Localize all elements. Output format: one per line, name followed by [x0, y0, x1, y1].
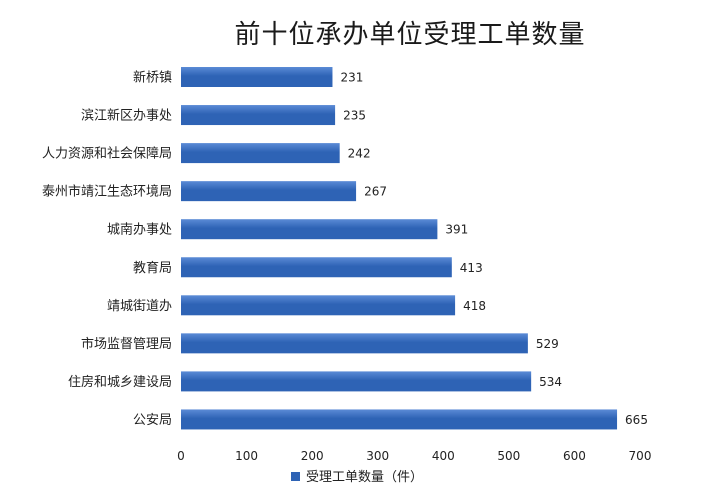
data-label: 534	[539, 375, 562, 389]
category-label: 住房和城乡建设局	[68, 374, 172, 390]
legend-swatch	[290, 472, 300, 481]
x-tick-label: 500	[497, 449, 520, 463]
chart-title: 前十位承办单位受理工单数量	[234, 20, 586, 50]
category-label: 市场监督管理局	[81, 336, 172, 352]
legend: 受理工单数量（件）	[0, 466, 714, 485]
x-axis: 0 100 200 300 400 500 600 700	[177, 449, 651, 463]
data-label: 242	[348, 147, 371, 161]
data-label: 391	[445, 223, 468, 237]
data-label: 665	[625, 413, 648, 427]
x-tick-label: 600	[563, 449, 586, 463]
category-label: 城南办事处	[107, 222, 172, 238]
bar	[181, 409, 618, 430]
category-label: 教育局	[133, 260, 172, 276]
x-tick-label: 100	[235, 449, 258, 463]
category-label: 靖城街道办	[107, 299, 172, 314]
x-tick-label: 300	[366, 449, 389, 463]
data-label: 235	[343, 109, 366, 123]
category-label: 人力资源和社会保障局	[42, 146, 172, 162]
data-label: 231	[340, 71, 363, 85]
labels-layer: 新桥镇 231 滨江新区办事处 235 人力资源和社会保障局 242 泰州市靖江生态环境局 2…	[42, 70, 648, 428]
bars-layer	[181, 67, 618, 430]
x-tick-label: 200	[301, 449, 324, 463]
category-label: 泰州市靖江生态环境局	[42, 184, 172, 200]
category-label: 滨江新区办事处	[81, 108, 172, 124]
bar	[181, 371, 532, 392]
bar	[181, 143, 340, 164]
bar	[181, 67, 333, 87]
data-label: 418	[463, 299, 486, 313]
data-label: 413	[460, 261, 483, 275]
legend-label: 受理工单数量（件）	[305, 470, 423, 485]
bar	[181, 295, 456, 316]
bar	[181, 219, 438, 240]
data-label: 267	[364, 185, 387, 199]
category-label: 新桥镇	[133, 70, 172, 86]
x-tick-label: 0	[177, 449, 185, 463]
x-tick-label: 700	[629, 449, 652, 463]
bar	[181, 105, 336, 126]
x-tick-label: 400	[432, 449, 455, 463]
category-label: 公安局	[133, 413, 172, 428]
bar	[181, 333, 528, 354]
data-label: 529	[536, 337, 559, 351]
bar	[181, 181, 357, 202]
bar	[181, 257, 452, 278]
